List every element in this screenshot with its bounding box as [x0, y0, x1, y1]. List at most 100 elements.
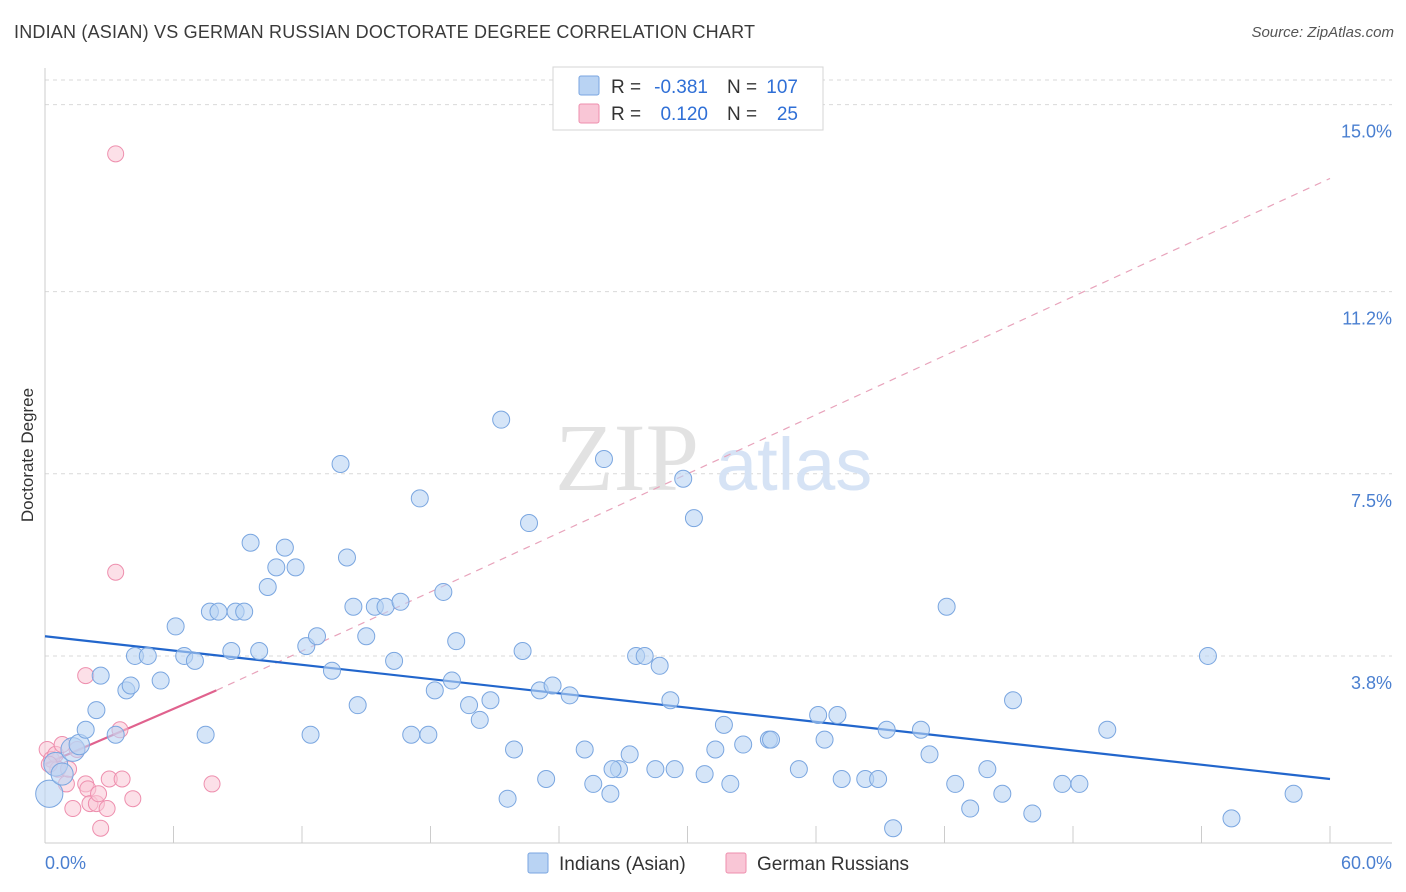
indians-asian-point	[584, 774, 603, 793]
german-russians-point	[124, 790, 142, 808]
indians-asian-point	[376, 597, 395, 616]
indians-asian-point	[520, 514, 539, 533]
x-tick-label-max: 60.0%	[1341, 853, 1392, 873]
stats-legend-swatch-pink	[578, 103, 600, 124]
indians-asian-point	[425, 681, 444, 700]
stats-r-label-2: R =	[611, 104, 641, 125]
indians-asian-point	[235, 602, 254, 621]
grid-lines	[45, 79, 1392, 657]
indians-asian-point	[1070, 774, 1089, 793]
y-tick-label: 15.0%	[1341, 122, 1392, 142]
indians-asian-point	[121, 676, 140, 695]
indians-asian-point	[1284, 784, 1303, 803]
indians-asian-point	[815, 730, 834, 749]
stats-r-value-2: 0.120	[660, 104, 708, 125]
german-russians-point	[107, 563, 125, 581]
indians-asian-point	[661, 691, 680, 710]
indians-asian-point	[50, 762, 74, 786]
german-russians-trend-extension	[216, 177, 1331, 691]
chart-source: Source: ZipAtlas.com	[1251, 24, 1394, 41]
indians-asian-point	[385, 651, 404, 670]
indians-asian-point	[250, 642, 269, 661]
y-tick-label: 3.8%	[1351, 673, 1392, 693]
indians-asian-point	[76, 720, 95, 739]
chart-title: INDIAN (ASIAN) VS GERMAN RUSSIAN DOCTORA…	[14, 22, 756, 42]
y-tick-label: 7.5%	[1351, 491, 1392, 511]
indians-asian-point	[978, 760, 997, 779]
indians-asian-point	[258, 578, 277, 597]
indians-asian-point	[331, 454, 350, 473]
indians-asian-point	[884, 819, 903, 838]
indians-asian-point	[762, 730, 781, 749]
indians-asian-point	[492, 410, 511, 429]
indians-asian-point	[714, 715, 733, 734]
german-russians-point	[203, 775, 221, 793]
indians-asian-point	[505, 740, 524, 759]
indians-asian-point	[35, 779, 64, 808]
indians-asian-point	[434, 582, 453, 601]
indians-asian-points	[35, 410, 1303, 838]
indians-asian-point	[498, 789, 517, 808]
indians-asian-point	[391, 592, 410, 611]
indians-asian-point	[470, 710, 489, 729]
indians-asian-point	[209, 602, 228, 621]
stats-n-value-2: 25	[777, 104, 798, 125]
watermark: ZIP atlas	[555, 404, 872, 511]
legend-swatch-indians-asian	[527, 852, 549, 874]
indians-asian-point	[560, 686, 579, 705]
indians-asian-point	[946, 774, 965, 793]
stats-n-label-1: N =	[727, 77, 757, 98]
indians-asian-point	[1198, 646, 1217, 665]
x-tick-label-min: 0.0%	[45, 853, 86, 873]
indians-asian-point	[635, 646, 654, 665]
indians-asian-point	[337, 548, 356, 567]
indians-asian-point	[832, 770, 851, 789]
stats-legend-swatch-blue	[578, 75, 600, 96]
legend-label-german-russians: German Russians	[757, 854, 909, 875]
indians-asian-point	[1098, 720, 1117, 739]
indians-asian-point	[695, 765, 714, 784]
indians-asian-point	[267, 558, 286, 577]
indians-asian-point	[1023, 804, 1042, 823]
indians-asian-point	[241, 533, 260, 552]
german-russians-point	[90, 785, 108, 803]
indians-asian-point	[920, 745, 939, 764]
indians-asian-point	[809, 706, 828, 725]
indians-asian-point	[196, 725, 215, 744]
indians-asian-point	[307, 627, 326, 646]
stats-r-label-1: R =	[611, 77, 641, 98]
german-russians-point	[64, 800, 82, 818]
indians-asian-point	[419, 725, 438, 744]
indians-asian-point	[402, 725, 421, 744]
stats-legend: R = -0.381 N = 107 R = 0.120 N = 25	[552, 66, 824, 131]
indians-asian-point	[594, 450, 613, 469]
indians-asian-point	[1222, 809, 1241, 828]
indians-asian-point	[789, 760, 808, 779]
indians-asian-point	[937, 597, 956, 616]
indians-asian-point	[460, 696, 479, 715]
indians-asian-point	[674, 469, 693, 488]
indians-asian-point	[138, 646, 157, 665]
stats-n-value-1: 107	[766, 77, 798, 98]
german-russians-point	[77, 667, 95, 685]
legend-label-indians-asian: Indians (Asian)	[559, 854, 686, 875]
series-legend: Indians (Asian) German Russians	[527, 852, 909, 875]
indians-asian-point	[684, 509, 703, 528]
indians-asian-point	[877, 720, 896, 739]
indians-asian-point	[344, 597, 363, 616]
axes	[44, 68, 1392, 844]
indians-asian-point	[601, 784, 620, 803]
watermark-zip: ZIP	[555, 404, 699, 511]
indians-asian-point	[620, 745, 639, 764]
tick-labels: 3.8% 7.5% 11.2% 15.0% 0.0% 60.0%	[45, 122, 1392, 873]
indians-asian-point	[543, 676, 562, 695]
indians-asian-point	[348, 696, 367, 715]
german-russians-points	[38, 145, 221, 837]
german-russians-point	[98, 800, 116, 818]
indians-asian-point	[993, 784, 1012, 803]
indians-asian-point	[222, 642, 241, 661]
indians-asian-point	[1004, 691, 1023, 710]
indians-asian-point	[513, 642, 532, 661]
indians-asian-point	[87, 701, 106, 720]
indians-asian-point	[1053, 774, 1072, 793]
